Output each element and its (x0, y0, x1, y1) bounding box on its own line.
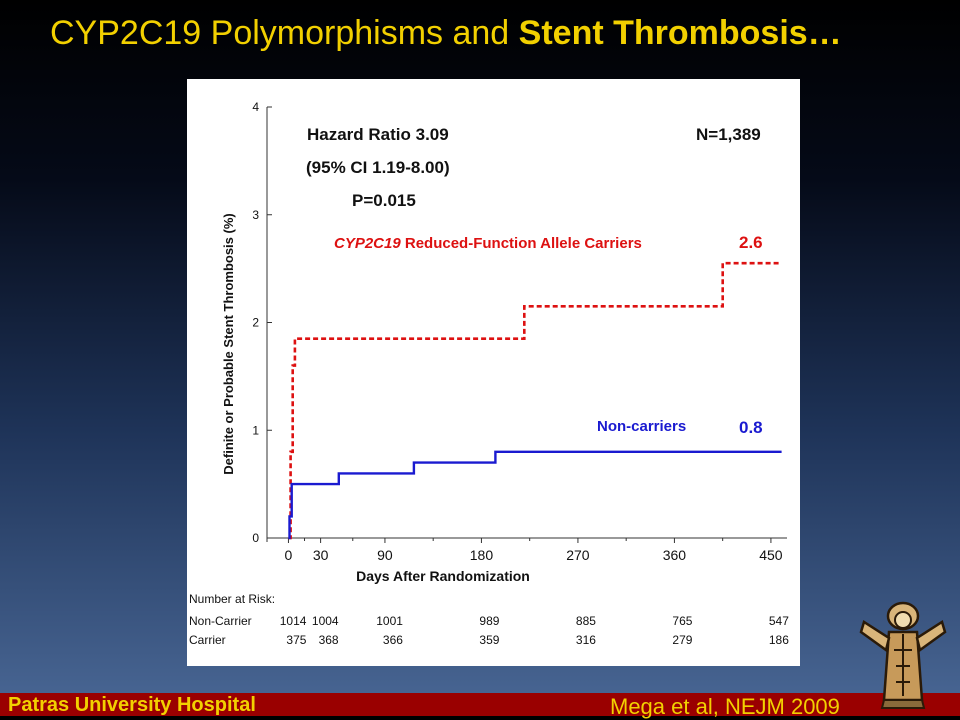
risk-table-cell: 765 (672, 614, 692, 628)
risk-table-cell: 368 (319, 633, 339, 647)
noncarrier-series-line (288, 450, 782, 540)
risk-table-cell: 279 (672, 633, 692, 647)
y-tick-label: 2 (252, 316, 259, 330)
carrier-legend-rest: Reduced-Function Allele Carriers (401, 235, 642, 252)
carrier-series-line (288, 261, 782, 540)
risk-row-label-noncarrier: Non-Carrier (189, 614, 252, 628)
chart-panel: 0 1 2 3 4 0 30 90 180 270 360 450 Hazard Ratio 3.09… (187, 79, 800, 666)
ci-label: (95% CI 1.19-8.00) (306, 158, 450, 177)
carrier-legend-label: CYP2C19 Reduced-Function Allele Carriers (334, 235, 642, 252)
risk-table-cell: 1004 (312, 614, 339, 628)
x-tick-label: 30 (313, 547, 329, 563)
p-value-label: P=0.015 (352, 191, 416, 210)
risk-table-cell: 186 (769, 633, 789, 647)
risk-table-cell: 989 (479, 614, 499, 628)
x-tick-label: 90 (377, 547, 393, 563)
risk-table-cell: 366 (383, 633, 403, 647)
risk-row-label-carrier: Carrier (189, 633, 226, 647)
risk-table-cell: 1014 (280, 614, 307, 628)
x-tick-label: 0 (285, 547, 293, 563)
hazard-ratio-label: Hazard Ratio 3.09 (307, 125, 449, 144)
noncarrier-legend-label: Non-carriers (597, 418, 686, 435)
y-tick-label: 1 (252, 423, 259, 437)
x-tick-label: 450 (759, 547, 783, 563)
x-tick-label: 360 (663, 547, 687, 563)
risk-table-values: 1014 1004 1001 989 885 765 547 375 368 366 359 316 2… (280, 614, 789, 647)
y-axis-label: Definite or Probable Stent Thrombosis (%… (221, 213, 236, 474)
risk-table-cell: 885 (576, 614, 596, 628)
x-tick-label: 180 (470, 547, 494, 563)
x-axis-label: Days After Randomization (356, 568, 530, 584)
title-part-2: Stent Thrombosis… (518, 14, 842, 52)
carrier-legend-italic: CYP2C19 (334, 235, 401, 252)
saint-figure-logo-icon (859, 601, 947, 709)
risk-table-cell: 359 (479, 633, 499, 647)
km-chart: 0 1 2 3 4 0 30 90 180 270 360 450 Hazard Ratio 3.09… (189, 100, 789, 647)
footer-institution: Patras University Hospital (8, 694, 256, 716)
n-label: N=1,389 (696, 125, 761, 144)
carrier-end-label: 2.6 (739, 233, 763, 252)
y-tick-label: 0 (252, 531, 259, 545)
footer-citation: Mega et al, NEJM 2009 (610, 694, 840, 719)
footer-bar (0, 693, 960, 716)
x-tick-label: 270 (566, 547, 590, 563)
chart-series (288, 261, 782, 540)
risk-table-cell: 375 (286, 633, 306, 647)
y-tick-label: 3 (252, 208, 259, 222)
risk-table-title: Number at Risk: (189, 592, 275, 606)
risk-table-cell: 1001 (376, 614, 403, 628)
chart-axes: 0 1 2 3 4 0 30 90 180 270 360 450 (252, 100, 787, 563)
risk-table-cell: 316 (576, 633, 596, 647)
y-tick-label: 4 (252, 100, 259, 114)
slide-title: CYP2C19 Polymorphisms and Stent Thrombos… (50, 14, 842, 53)
risk-table-cell: 547 (769, 614, 789, 628)
noncarrier-end-label: 0.8 (739, 418, 763, 437)
title-part-1: CYP2C19 Polymorphisms and (50, 14, 519, 52)
